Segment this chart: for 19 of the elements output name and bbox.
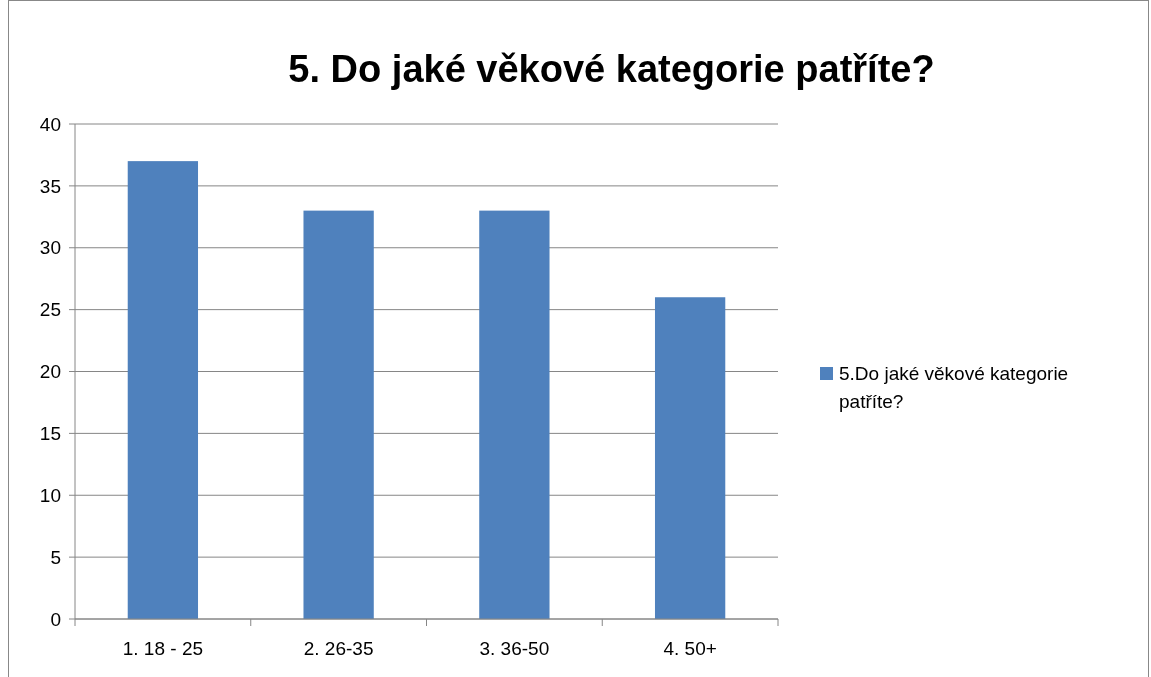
legend-label: 5.Do jaké věkové kategorie patříte? (839, 362, 1069, 412)
y-tick-label: 10 (39, 484, 61, 506)
x-tick-label: 4. 50+ (663, 638, 717, 659)
x-tick-label: 3. 36-50 (479, 638, 550, 659)
bar (127, 161, 199, 619)
bar (654, 297, 726, 619)
y-tick-label: 15 (39, 423, 61, 445)
x-tick-label: 2. 26-35 (303, 638, 374, 659)
y-tick-label: 20 (39, 361, 61, 383)
x-tick-label: 1. 18 - 25 (122, 638, 204, 659)
chart-title: 5. Do jaké věkové kategorie patříte? (288, 48, 935, 90)
y-tick-label: 40 (39, 113, 61, 135)
bar (479, 210, 550, 619)
bar (303, 210, 374, 619)
y-tick-label: 35 (39, 175, 61, 197)
y-tick-label: 25 (39, 299, 61, 321)
y-tick-label: 30 (39, 237, 61, 259)
y-tick-label: 5 (50, 546, 61, 568)
y-tick-label: 0 (50, 608, 61, 630)
